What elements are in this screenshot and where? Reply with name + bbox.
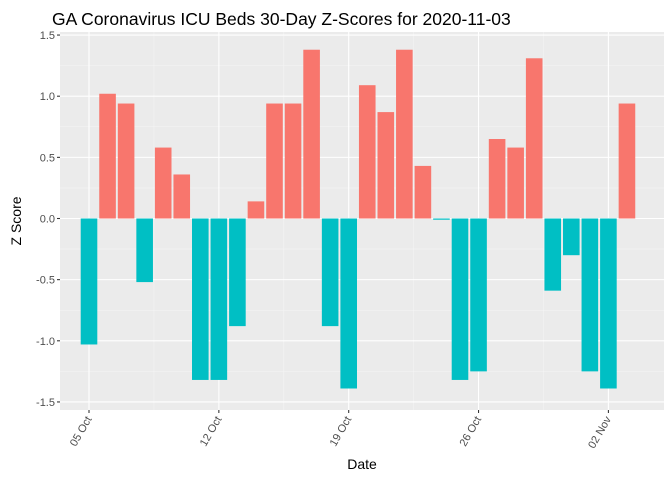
bar-2020-10-10 [173,174,191,219]
bar-2020-10-22 [396,49,413,219]
y-tick-label: 0.0 [40,214,55,226]
bar-2020-10-28 [507,147,524,219]
x-axis: 05 Oct 12 Oct 19 Oct 26 Oct 02 Nov [68,410,614,451]
bar-2020-10-15 [266,103,283,219]
x-tick-label: 12 Oct [198,415,225,449]
bar-2020-10-08 [136,218,153,283]
bar-2020-10-29 [525,58,543,219]
y-axis-title: Z Score [8,196,24,245]
bar-2020-10-06 [99,93,116,219]
bar-2020-10-17 [303,49,320,219]
y-axis: -1.5 -1.0 -0.5 0.0 0.5 1.0 1.5 [36,30,60,409]
x-tick-label: 26 Oct [458,415,485,449]
bar-2020-10-11 [192,218,209,380]
y-tick-label: -1.5 [36,397,55,409]
x-tick-label: 02 Nov [586,414,614,451]
x-axis-title: Date [347,456,377,472]
bar-2020-10-23 [414,165,432,219]
bar-2020-10-21 [377,112,395,219]
bar-2020-10-26 [470,218,487,372]
y-tick-label: -1.0 [36,336,55,348]
bars [80,49,636,389]
y-tick-label: 1.5 [40,30,55,42]
x-tick-label: 19 Oct [328,415,355,449]
x-tick-label: 05 Oct [68,415,95,449]
y-tick-label: -0.5 [36,275,55,287]
bar-2020-10-14 [247,201,265,219]
bar-2020-10-05 [80,218,98,345]
bar-2020-10-25 [451,218,469,380]
bar-2020-10-20 [358,85,376,219]
bar-2020-10-27 [488,139,506,219]
bar-2020-10-19 [340,218,357,389]
y-tick-label: 1.0 [40,91,55,103]
bar-2020-10-09 [154,147,172,219]
bar-2020-10-31 [563,218,580,256]
bar-2020-10-18 [321,218,339,327]
bar-2020-11-02 [600,218,617,389]
bar-2020-11-01 [581,218,599,372]
bar-2020-10-07 [117,103,135,219]
bar-2020-10-16 [284,103,302,219]
bar-2020-10-30 [544,218,562,291]
bar-2020-10-24 [433,218,450,220]
bar-2020-11-03 [618,103,636,219]
chart-title: GA Coronavirus ICU Beds 30-Day Z-Scores … [52,9,511,29]
bar-2020-10-12 [210,218,228,380]
bar-2020-10-13 [229,218,246,327]
y-tick-label: 0.5 [40,152,55,164]
